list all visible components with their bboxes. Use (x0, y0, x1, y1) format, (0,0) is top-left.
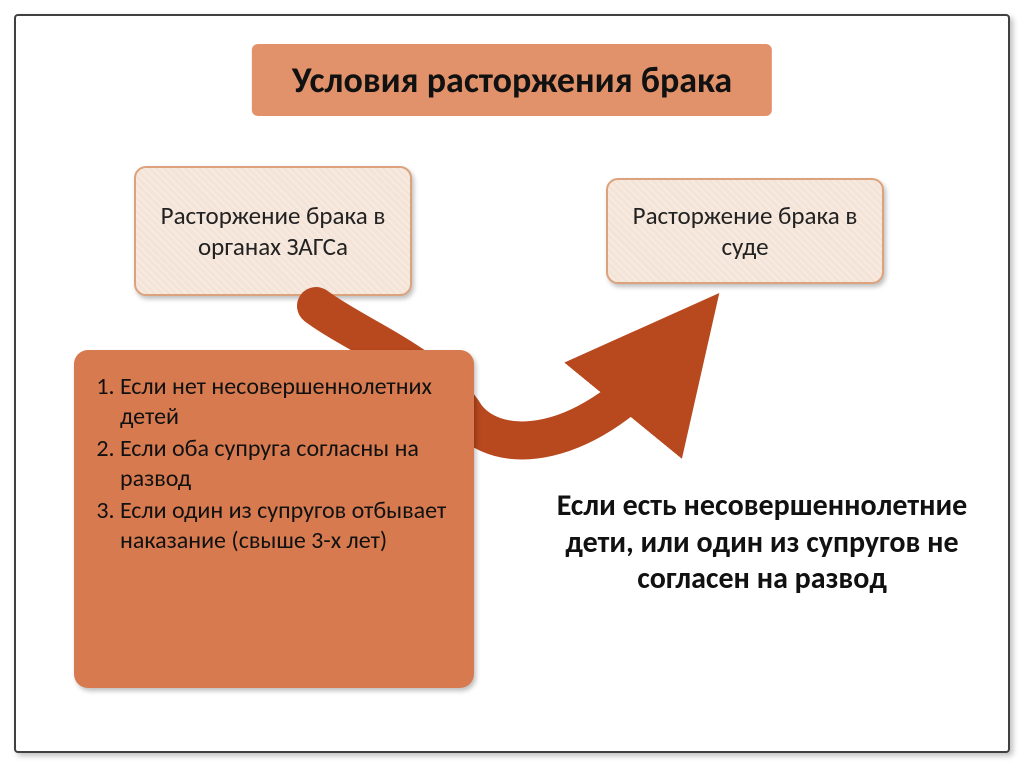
node-zags-label: Расторжение брака в органах ЗАГСа (154, 200, 392, 263)
zags-condition-item: Если оба супруга согласны на развод (120, 434, 456, 494)
zags-condition-item: Если нет несовершеннолетних детей (120, 372, 456, 432)
zags-conditions-box: Если нет несовершеннолетних детейЕсли об… (74, 350, 474, 688)
node-zags: Расторжение брака в органах ЗАГСа (134, 166, 412, 296)
zags-conditions-list: Если нет несовершеннолетних детейЕсли об… (92, 372, 456, 556)
node-court: Расторжение брака в суде (606, 178, 884, 284)
title-box: Условия расторжения брака (252, 44, 772, 116)
zags-condition-item: Если один из супругов отбывает наказание… (120, 496, 456, 556)
slide-frame: Условия расторжения брака Расторжение бр… (14, 14, 1010, 753)
court-conditions-text: Если есть несовершеннолетние дети, или о… (546, 488, 978, 598)
title-text: Условия расторжения брака (292, 58, 732, 102)
node-court-label: Расторжение брака в суде (626, 200, 864, 263)
